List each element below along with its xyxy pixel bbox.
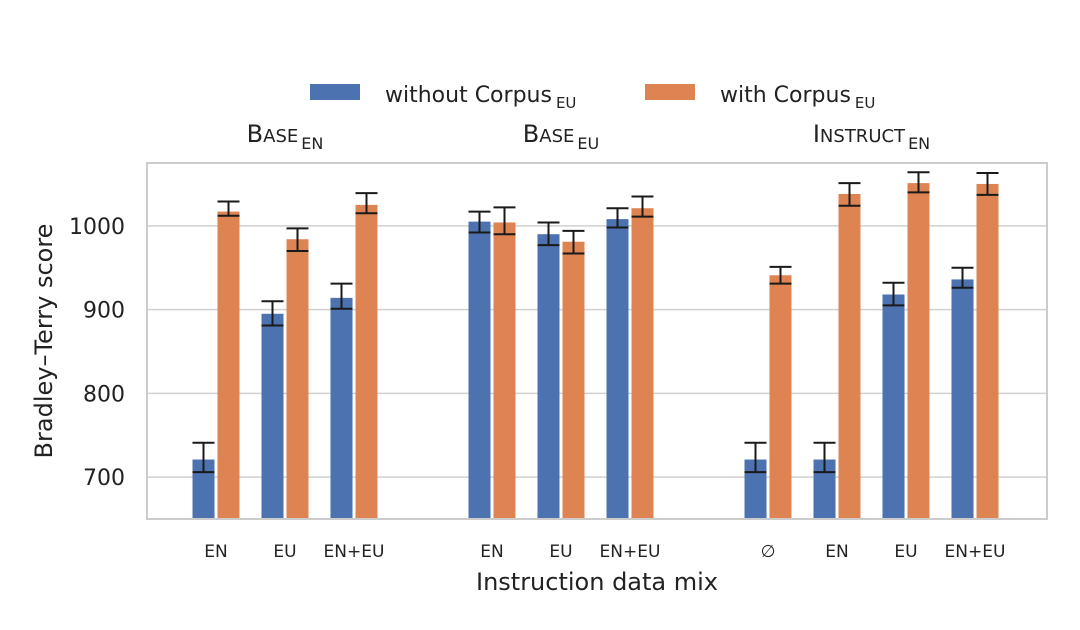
legend-swatch-with — [645, 84, 695, 100]
x-tick-label: EU — [549, 542, 572, 562]
bar-with — [217, 211, 240, 519]
bar-without — [744, 459, 767, 519]
bar-without — [192, 459, 215, 519]
bar-with — [286, 239, 309, 519]
bar-with — [355, 204, 378, 519]
legend-label-with: with Corpus EU — [720, 83, 875, 112]
x-tick-label: EU — [273, 542, 296, 562]
legend: without Corpus EU with Corpus EU — [310, 83, 875, 112]
x-tick-label: EN+EU — [945, 542, 1006, 562]
bar-without — [813, 459, 836, 519]
plot-frame — [146, 162, 1048, 520]
bar-with — [769, 275, 792, 519]
y-tick-label: 700 — [83, 466, 125, 491]
bar-without — [330, 297, 353, 519]
bar-without — [468, 221, 491, 519]
bar-with — [976, 183, 999, 520]
y-tick-label: 1000 — [69, 215, 125, 240]
y-tick-label: 900 — [83, 299, 125, 324]
x-tick-label: EN+EU — [600, 542, 661, 562]
y-axis-label: Bradley–Terry score — [30, 224, 58, 459]
bar-without — [606, 219, 629, 519]
error-bars — [192, 171, 999, 474]
bar-without — [882, 294, 905, 519]
x-tick-label: EN — [480, 542, 503, 562]
bar-without — [537, 234, 560, 519]
group-title: BASE EU — [523, 120, 599, 153]
bar-without — [261, 313, 284, 519]
bar-with — [562, 241, 585, 519]
legend-label-without: without Corpus EU — [385, 83, 576, 112]
bar-without — [951, 279, 974, 519]
bars — [192, 183, 999, 520]
legend-swatch-without — [310, 84, 360, 100]
group-title: INSTRUCT EN — [813, 120, 930, 153]
x-axis-label: Instruction data mix — [476, 568, 718, 596]
x-tick-label: EN+EU — [324, 542, 385, 562]
y-tick-labels: 700 800 900 1000 — [69, 215, 125, 491]
x-tick-label: ∅ — [761, 542, 776, 562]
bar-with — [493, 222, 516, 519]
group-titles: BASE EN BASE EU INSTRUCT EN — [247, 120, 930, 153]
x-tick-labels: EN EU EN+EU EN EU EN+EU ∅ EN EU EN+EU — [204, 542, 1005, 562]
x-tick-label: EN — [825, 542, 848, 562]
x-tick-label: EU — [894, 542, 917, 562]
y-tick-label: 800 — [83, 382, 125, 407]
group-title: BASE EN — [247, 120, 324, 153]
bar-with — [838, 193, 861, 520]
bar-with — [631, 208, 654, 519]
x-tick-label: EN — [204, 542, 227, 562]
bar-with — [907, 183, 930, 520]
